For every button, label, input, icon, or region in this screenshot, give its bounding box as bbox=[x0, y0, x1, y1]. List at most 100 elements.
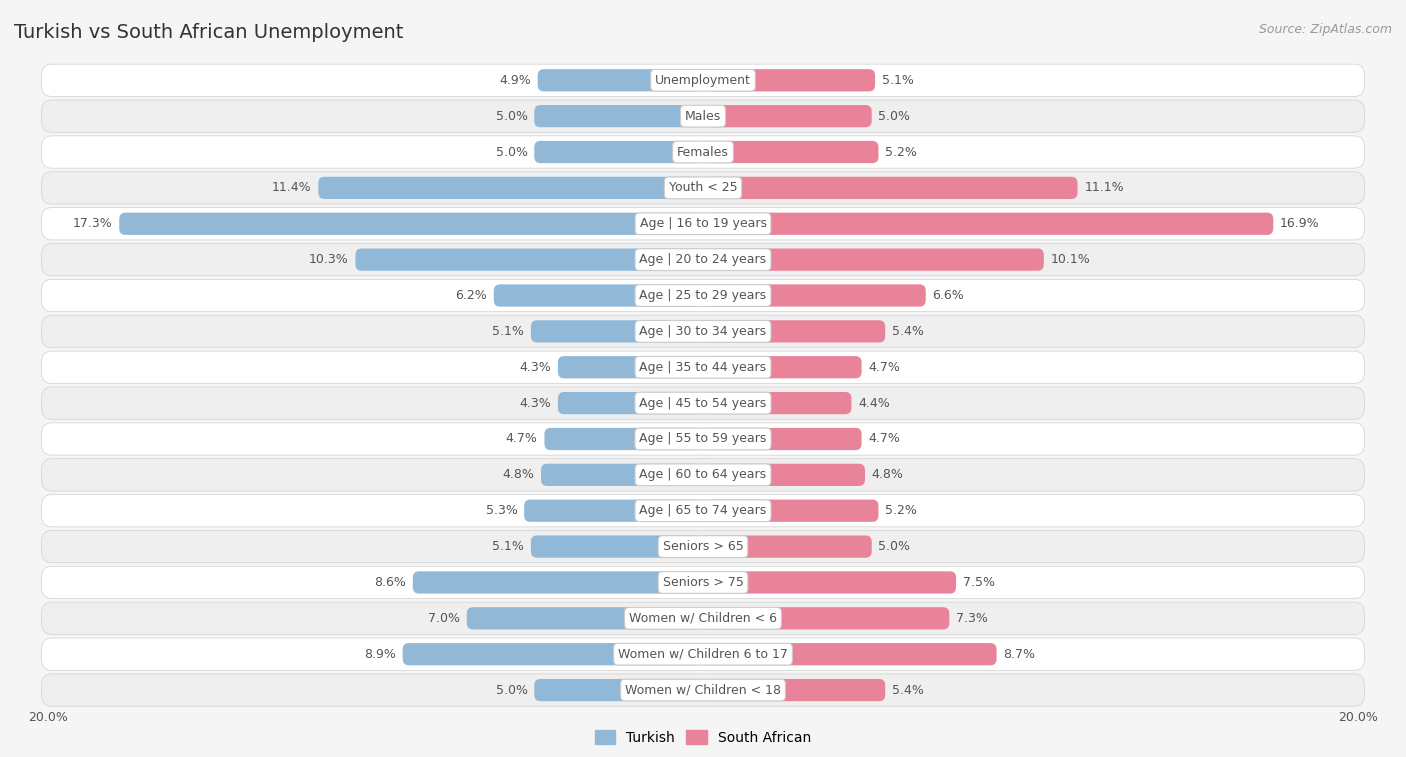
FancyBboxPatch shape bbox=[524, 500, 703, 522]
Text: 7.3%: 7.3% bbox=[956, 612, 988, 625]
Text: Males: Males bbox=[685, 110, 721, 123]
FancyBboxPatch shape bbox=[703, 141, 879, 164]
FancyBboxPatch shape bbox=[42, 207, 1364, 240]
Text: 5.4%: 5.4% bbox=[891, 684, 924, 696]
FancyBboxPatch shape bbox=[703, 428, 862, 450]
FancyBboxPatch shape bbox=[42, 172, 1364, 204]
Text: Women w/ Children < 6: Women w/ Children < 6 bbox=[628, 612, 778, 625]
FancyBboxPatch shape bbox=[42, 674, 1364, 706]
FancyBboxPatch shape bbox=[42, 315, 1364, 347]
Text: 5.0%: 5.0% bbox=[495, 110, 527, 123]
Text: Age | 16 to 19 years: Age | 16 to 19 years bbox=[640, 217, 766, 230]
Text: 8.7%: 8.7% bbox=[1004, 648, 1035, 661]
Legend: Turkish, South African: Turkish, South African bbox=[589, 724, 817, 750]
Text: 5.1%: 5.1% bbox=[882, 73, 914, 87]
Text: 5.4%: 5.4% bbox=[891, 325, 924, 338]
FancyBboxPatch shape bbox=[703, 177, 1077, 199]
Text: 5.0%: 5.0% bbox=[495, 145, 527, 158]
Text: 5.2%: 5.2% bbox=[886, 504, 917, 517]
Text: 11.4%: 11.4% bbox=[271, 182, 312, 195]
FancyBboxPatch shape bbox=[413, 572, 703, 593]
FancyBboxPatch shape bbox=[467, 607, 703, 629]
FancyBboxPatch shape bbox=[42, 351, 1364, 383]
Text: 4.9%: 4.9% bbox=[499, 73, 531, 87]
FancyBboxPatch shape bbox=[703, 500, 879, 522]
Text: 5.0%: 5.0% bbox=[495, 684, 527, 696]
FancyBboxPatch shape bbox=[120, 213, 703, 235]
Text: Age | 60 to 64 years: Age | 60 to 64 years bbox=[640, 469, 766, 481]
Text: Unemployment: Unemployment bbox=[655, 73, 751, 87]
Text: 7.0%: 7.0% bbox=[427, 612, 460, 625]
FancyBboxPatch shape bbox=[544, 428, 703, 450]
FancyBboxPatch shape bbox=[42, 279, 1364, 312]
Text: 10.3%: 10.3% bbox=[309, 253, 349, 266]
FancyBboxPatch shape bbox=[537, 69, 703, 92]
FancyBboxPatch shape bbox=[703, 320, 886, 342]
Text: 4.7%: 4.7% bbox=[869, 361, 900, 374]
Text: 5.3%: 5.3% bbox=[485, 504, 517, 517]
FancyBboxPatch shape bbox=[558, 356, 703, 378]
Text: 5.0%: 5.0% bbox=[879, 540, 911, 553]
FancyBboxPatch shape bbox=[534, 105, 703, 127]
FancyBboxPatch shape bbox=[42, 136, 1364, 168]
Text: 5.0%: 5.0% bbox=[879, 110, 911, 123]
FancyBboxPatch shape bbox=[703, 535, 872, 558]
Text: Age | 30 to 34 years: Age | 30 to 34 years bbox=[640, 325, 766, 338]
FancyBboxPatch shape bbox=[531, 320, 703, 342]
Text: Seniors > 65: Seniors > 65 bbox=[662, 540, 744, 553]
Text: 4.7%: 4.7% bbox=[869, 432, 900, 445]
FancyBboxPatch shape bbox=[531, 535, 703, 558]
Text: 5.2%: 5.2% bbox=[886, 145, 917, 158]
Text: Women w/ Children 6 to 17: Women w/ Children 6 to 17 bbox=[619, 648, 787, 661]
FancyBboxPatch shape bbox=[703, 248, 1043, 271]
FancyBboxPatch shape bbox=[42, 638, 1364, 671]
Text: 6.2%: 6.2% bbox=[456, 289, 486, 302]
Text: 5.1%: 5.1% bbox=[492, 540, 524, 553]
Text: 5.1%: 5.1% bbox=[492, 325, 524, 338]
FancyBboxPatch shape bbox=[42, 100, 1364, 132]
FancyBboxPatch shape bbox=[703, 392, 852, 414]
Text: 8.6%: 8.6% bbox=[374, 576, 406, 589]
FancyBboxPatch shape bbox=[703, 572, 956, 593]
Text: Females: Females bbox=[678, 145, 728, 158]
FancyBboxPatch shape bbox=[534, 679, 703, 701]
FancyBboxPatch shape bbox=[356, 248, 703, 271]
Text: 17.3%: 17.3% bbox=[73, 217, 112, 230]
FancyBboxPatch shape bbox=[703, 643, 997, 665]
FancyBboxPatch shape bbox=[42, 566, 1364, 599]
FancyBboxPatch shape bbox=[703, 69, 875, 92]
FancyBboxPatch shape bbox=[402, 643, 703, 665]
FancyBboxPatch shape bbox=[42, 244, 1364, 276]
FancyBboxPatch shape bbox=[558, 392, 703, 414]
Text: 20.0%: 20.0% bbox=[28, 711, 67, 724]
Text: 10.1%: 10.1% bbox=[1050, 253, 1090, 266]
FancyBboxPatch shape bbox=[703, 356, 862, 378]
Text: 4.4%: 4.4% bbox=[858, 397, 890, 410]
FancyBboxPatch shape bbox=[42, 64, 1364, 96]
FancyBboxPatch shape bbox=[703, 213, 1274, 235]
Text: Youth < 25: Youth < 25 bbox=[669, 182, 737, 195]
Text: 4.8%: 4.8% bbox=[872, 469, 904, 481]
Text: 6.6%: 6.6% bbox=[932, 289, 965, 302]
FancyBboxPatch shape bbox=[42, 459, 1364, 491]
FancyBboxPatch shape bbox=[318, 177, 703, 199]
Text: 4.3%: 4.3% bbox=[519, 361, 551, 374]
Text: Age | 65 to 74 years: Age | 65 to 74 years bbox=[640, 504, 766, 517]
FancyBboxPatch shape bbox=[42, 494, 1364, 527]
Text: Age | 20 to 24 years: Age | 20 to 24 years bbox=[640, 253, 766, 266]
FancyBboxPatch shape bbox=[703, 679, 886, 701]
Text: Age | 35 to 44 years: Age | 35 to 44 years bbox=[640, 361, 766, 374]
Text: Age | 55 to 59 years: Age | 55 to 59 years bbox=[640, 432, 766, 445]
Text: Source: ZipAtlas.com: Source: ZipAtlas.com bbox=[1258, 23, 1392, 36]
Text: 20.0%: 20.0% bbox=[1339, 711, 1378, 724]
Text: 4.8%: 4.8% bbox=[502, 469, 534, 481]
Text: Women w/ Children < 18: Women w/ Children < 18 bbox=[626, 684, 780, 696]
Text: 8.9%: 8.9% bbox=[364, 648, 396, 661]
FancyBboxPatch shape bbox=[703, 464, 865, 486]
FancyBboxPatch shape bbox=[703, 105, 872, 127]
FancyBboxPatch shape bbox=[42, 387, 1364, 419]
FancyBboxPatch shape bbox=[494, 285, 703, 307]
FancyBboxPatch shape bbox=[42, 423, 1364, 455]
FancyBboxPatch shape bbox=[534, 141, 703, 164]
FancyBboxPatch shape bbox=[703, 285, 925, 307]
